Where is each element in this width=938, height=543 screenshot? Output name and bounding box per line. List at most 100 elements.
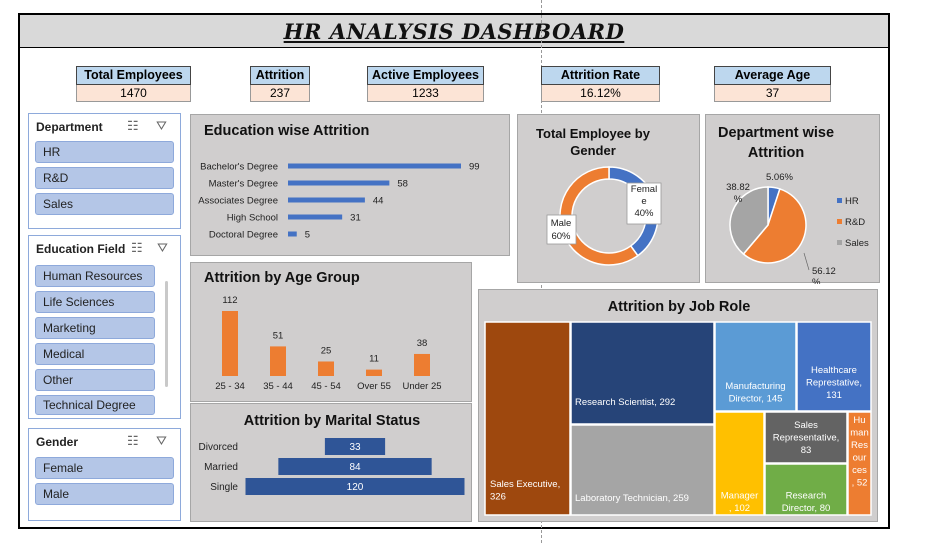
slicer-item-sales[interactable]: Sales <box>35 193 174 215</box>
treemap-tile <box>764 463 848 516</box>
department-pie: 5.06% 38.82 % 56.12 % HR R&D Sales <box>726 172 869 284</box>
chart-title: Department wise Attrition <box>717 125 835 161</box>
slicer-item-rnd[interactable]: R&D <box>35 167 174 189</box>
treemap-label: Manager, 102 <box>721 491 759 515</box>
legend-label: HR <box>845 196 859 207</box>
bar <box>245 478 465 495</box>
data-label-box <box>546 214 577 245</box>
category-label: Under 25 <box>402 381 441 392</box>
slicer-item-medical[interactable]: Medical <box>35 343 155 365</box>
kpi-value: 37 <box>714 85 831 102</box>
data-label: 31 <box>350 213 361 224</box>
bar <box>324 438 386 455</box>
treemap-tile <box>796 321 872 412</box>
legend-label: Sales <box>845 238 869 249</box>
data-label: 44 <box>373 196 384 207</box>
education-field-slicer: Education Field ☷ ⛛ Human Resources Life… <box>28 235 181 419</box>
data-label: Femal e 40% <box>631 184 657 219</box>
data-label: 58 <box>397 179 408 190</box>
category-label: 25 - 34 <box>215 381 245 392</box>
chart-title: Attrition by Marital Status <box>243 413 421 429</box>
category-label: Doctoral Degree <box>209 230 278 241</box>
pie-slice <box>729 186 769 256</box>
data-label: 38.82% <box>726 182 750 205</box>
bar <box>278 458 432 475</box>
clear-filter-icon[interactable]: ⛛ <box>156 118 167 133</box>
treemap-label: Hu man Res our ces, 52 <box>850 415 868 489</box>
slicer-scrollbar[interactable] <box>165 281 168 387</box>
kpi-attrition-rate: Attrition Rate 16.12% <box>541 66 660 102</box>
donut-slice <box>559 166 639 266</box>
bar <box>270 346 286 376</box>
dashboard-title: HR ANALYSIS DASHBOARD <box>283 18 625 44</box>
bar <box>366 369 382 376</box>
kpi-value: 237 <box>250 85 310 102</box>
category-label: 45 - 54 <box>311 381 341 392</box>
age-group-chart: Attrition by Age Group 112 25 - 34 51 35 - … <box>190 262 472 402</box>
chart-title: Total Employee by Gender <box>536 126 650 158</box>
slicer-item-female[interactable]: Female <box>35 457 174 479</box>
category-label: Single <box>210 482 238 493</box>
gender-donut: Femal e 40% Male 60% <box>546 166 662 266</box>
bar <box>288 214 343 220</box>
treemap-tile <box>764 411 848 464</box>
kpi-label: Total Employees <box>76 66 191 85</box>
kpi-label: Attrition Rate <box>541 66 660 85</box>
department-slicer: Department ☷ ⛛ HR R&D Sales <box>28 113 181 229</box>
treemap-tile <box>570 424 715 516</box>
kpi-active-employees: Active Employees 1233 <box>367 66 484 102</box>
data-label-box <box>626 182 662 225</box>
kpi-value: 1233 <box>367 85 484 102</box>
education-bars: Bachelor's Degree 99 Master's Degree 58 Asso… <box>198 162 480 241</box>
category-label: Divorced <box>199 442 238 453</box>
category-label: Over 55 <box>357 381 391 392</box>
bar <box>414 353 430 376</box>
slicer-header: Gender <box>36 435 79 449</box>
category-label: Associates Degree <box>198 196 278 207</box>
treemap-label: Sales Executive, 326 <box>490 479 560 503</box>
bar <box>288 163 461 169</box>
slicer-item-technical-degree[interactable]: Technical Degree <box>35 395 155 415</box>
data-label: 11 <box>369 354 379 365</box>
data-label: 38 <box>417 338 428 349</box>
slicer-header: Education Field <box>36 242 126 256</box>
slicer-item-human-resources[interactable]: Human Resources <box>35 265 155 287</box>
category-label: Married <box>204 462 238 473</box>
bar <box>318 361 334 376</box>
age-bars: 112 25 - 34 51 35 - 44 25 45 - 54 11 Over 55 38 U… <box>215 295 441 392</box>
treemap-label: Manufacturing Director, 145 <box>725 381 785 405</box>
slicer-item-other[interactable]: Other <box>35 369 155 391</box>
data-label: Male 60% <box>551 218 572 242</box>
multi-select-icon[interactable]: ☷ <box>127 433 139 448</box>
treemap-label: Healthcare Represtative, 131 <box>806 365 862 401</box>
clear-filter-icon[interactable]: ⛛ <box>157 240 168 255</box>
slicer-item-male[interactable]: Male <box>35 483 174 505</box>
treemap-label: Laboratory Technician, 259 <box>575 493 689 504</box>
multi-select-icon[interactable]: ☷ <box>127 118 139 133</box>
data-label: 99 <box>469 162 480 173</box>
bar <box>288 231 297 237</box>
data-label: 112 <box>222 295 237 306</box>
pie-slice <box>742 187 807 264</box>
data-label: 84 <box>349 462 361 473</box>
slicer-item-hr[interactable]: HR <box>35 141 174 163</box>
treemap-tile <box>484 321 571 516</box>
clear-filter-icon[interactable]: ⛛ <box>156 433 167 448</box>
data-label: 5.06% <box>766 172 793 183</box>
bar <box>288 180 390 186</box>
treemap-label: Sales Representative, 83 <box>773 420 840 456</box>
multi-select-icon[interactable]: ☷ <box>131 240 143 255</box>
treemap-label: Research Scientist, 292 <box>575 397 675 408</box>
legend-swatch <box>837 198 842 203</box>
gender-slicer: Gender ☷ ⛛ Female Male <box>28 428 181 521</box>
job-role-treemap: Sales Executive, 326 Research Scientist, 2… <box>484 321 872 516</box>
category-label: Bachelor's Degree <box>200 162 278 173</box>
treemap-tile <box>714 321 797 412</box>
category-label: 35 - 44 <box>263 381 293 392</box>
bar <box>288 197 365 203</box>
kpi-value: 1470 <box>76 85 191 102</box>
slicer-item-marketing[interactable]: Marketing <box>35 317 155 339</box>
gender-donut-chart: Total Employee by Gender Femal e 40% Male 60… <box>517 114 700 283</box>
data-label: 51 <box>273 330 284 341</box>
slicer-item-life-sciences[interactable]: Life Sciences <box>35 291 155 313</box>
